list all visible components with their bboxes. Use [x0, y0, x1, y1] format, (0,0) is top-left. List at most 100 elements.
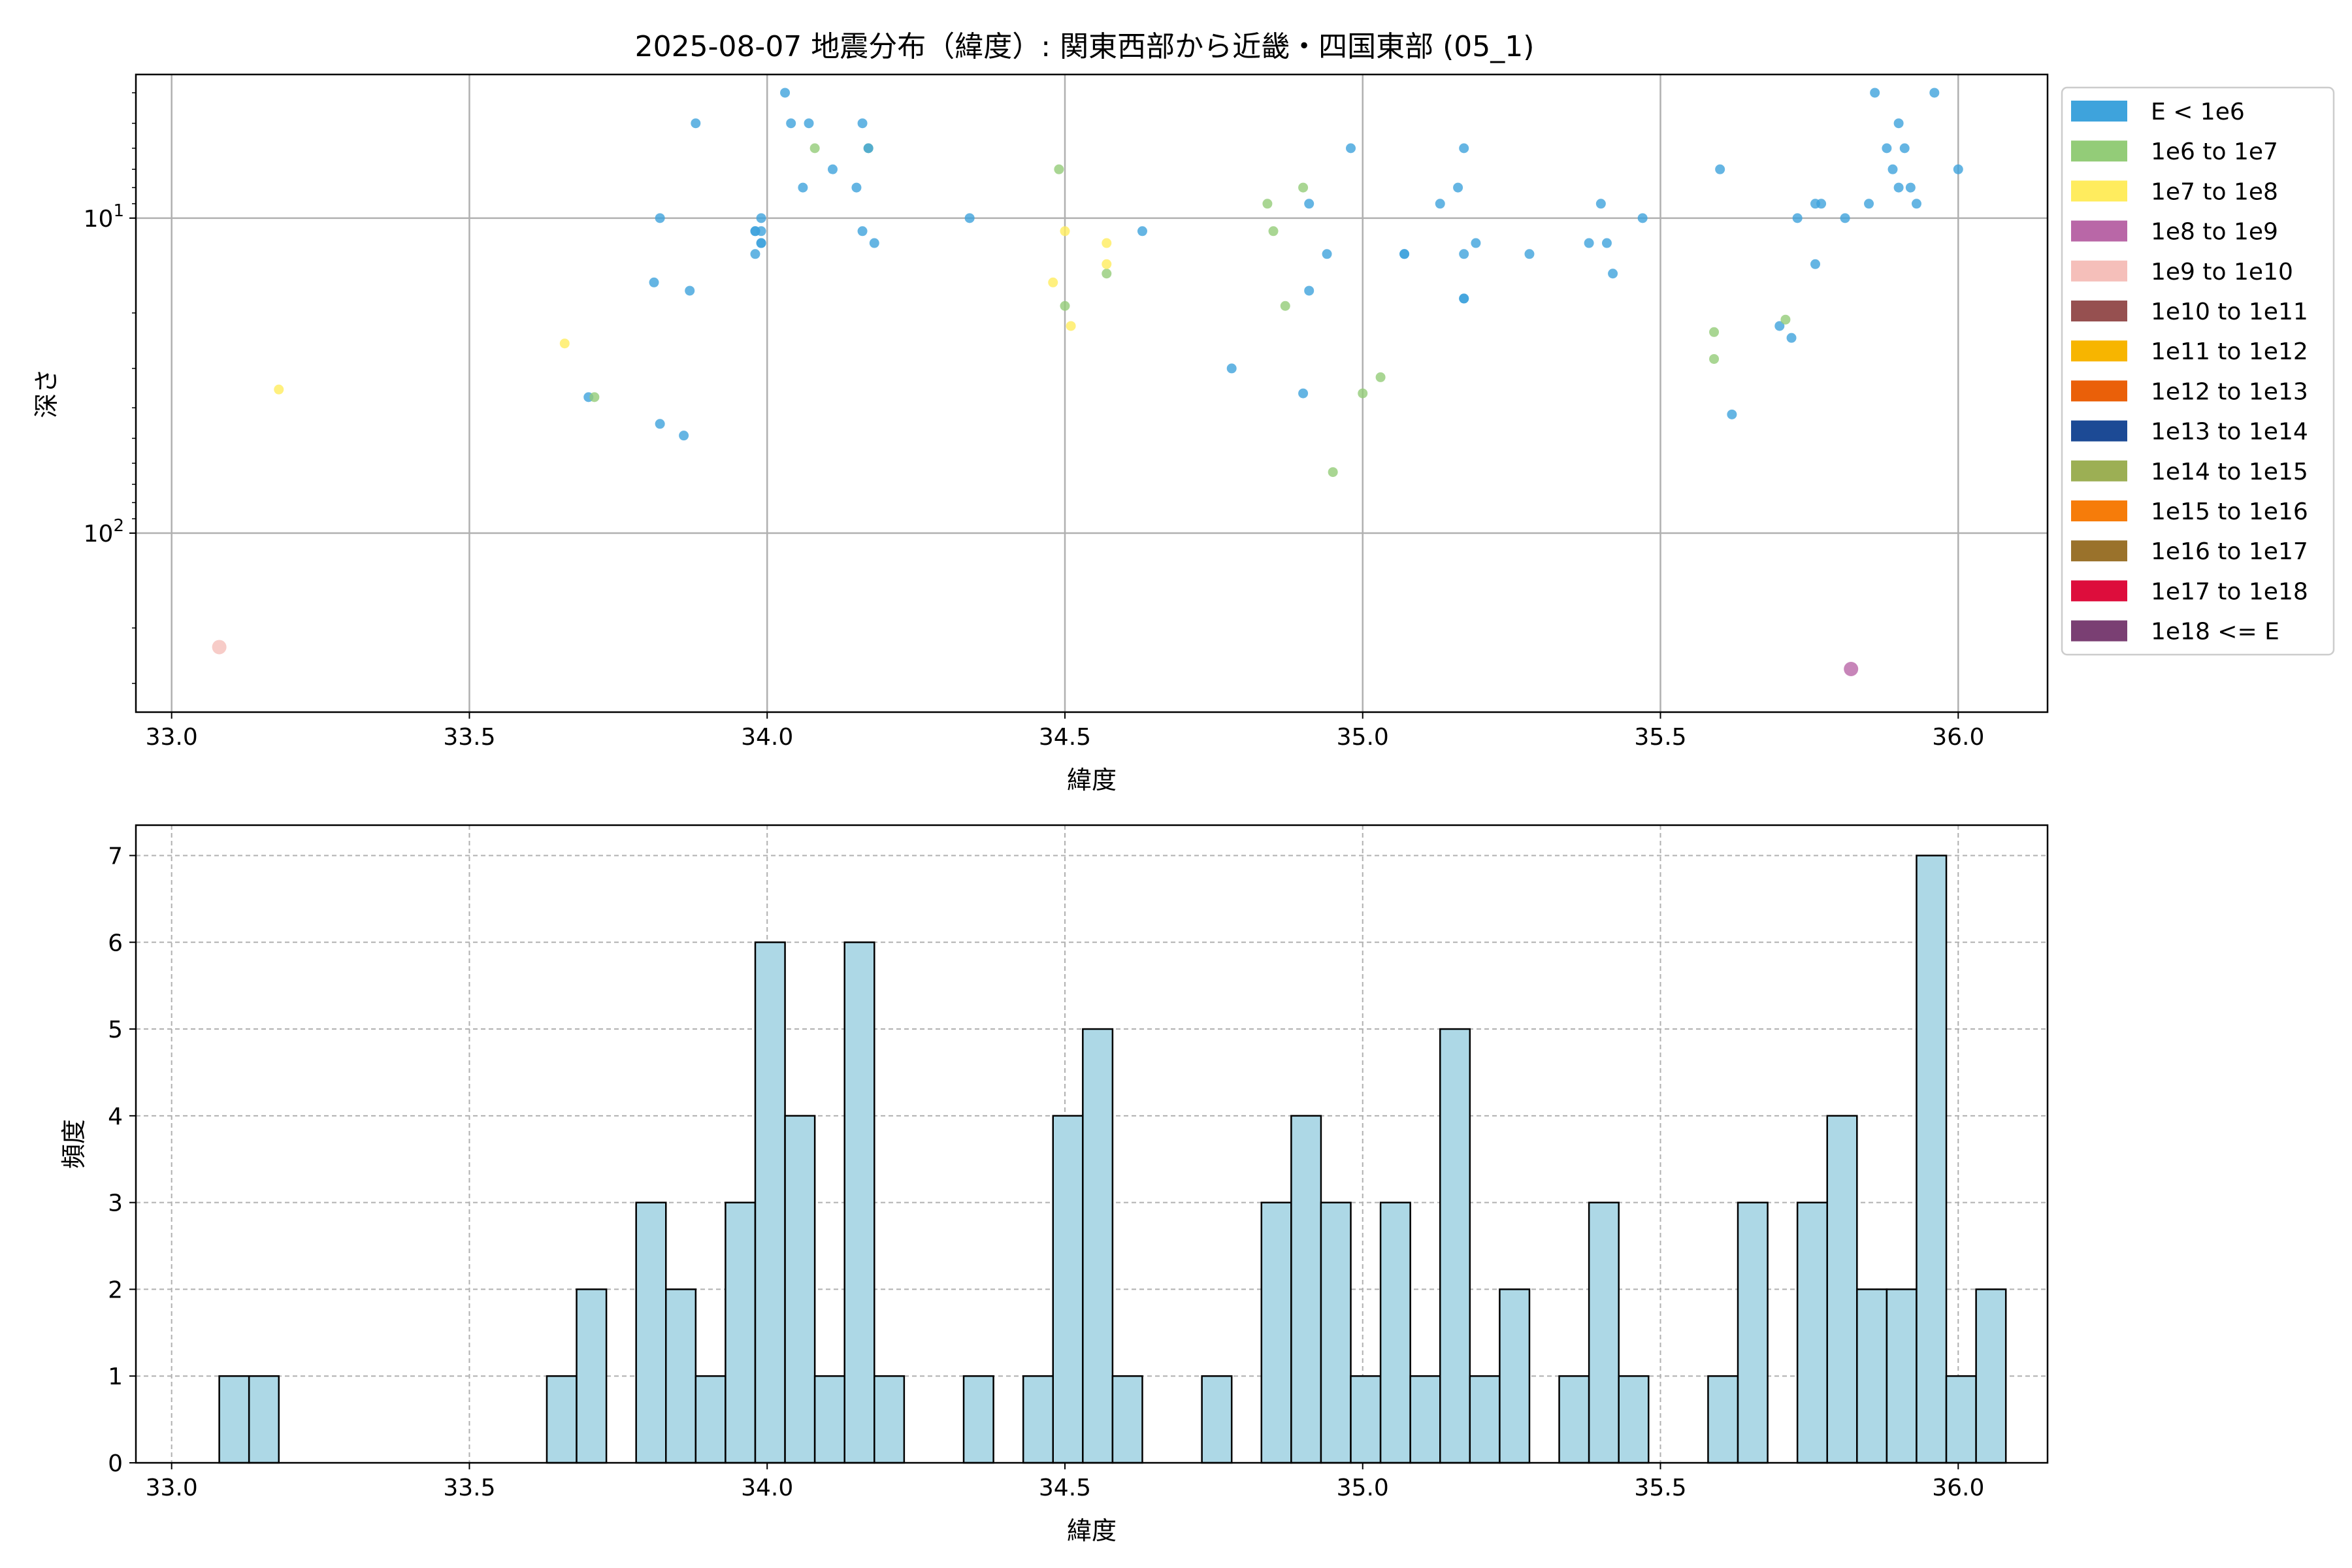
- scatter-point: [1102, 269, 1112, 279]
- scatter-point: [756, 213, 766, 223]
- histogram-y-tick-label: 3: [108, 1190, 123, 1217]
- histogram-x-tick-label: 35.5: [1634, 1475, 1686, 1501]
- legend-label: 1e12 to 1e13: [2151, 378, 2308, 405]
- scatter-point: [655, 213, 665, 223]
- histogram-bar: [694, 1375, 727, 1464]
- histogram-bar: [1796, 1201, 1828, 1464]
- scatter-x-tick-label: 35.5: [1634, 724, 1686, 751]
- legend-swatch: [2071, 301, 2127, 321]
- scatter-point: [1929, 88, 1940, 98]
- scatter-point: [649, 277, 659, 287]
- histogram-plot-frame: [135, 824, 2049, 1464]
- scatter-point: [691, 118, 701, 129]
- scatter-point: [1298, 182, 1309, 193]
- scatter-y-axis-label: 深さ: [32, 368, 61, 418]
- legend-swatch: [2071, 180, 2127, 202]
- scatter-point: [1102, 259, 1112, 269]
- scatter-point: [1727, 409, 1737, 419]
- legend-swatch: [2071, 101, 2127, 122]
- legend-swatch: [2071, 540, 2127, 562]
- scatter-point: [857, 226, 868, 237]
- histogram-bar: [1201, 1375, 1233, 1464]
- legend-swatch: [2071, 380, 2127, 402]
- scatter-point: [1322, 249, 1332, 259]
- scatter-points: [212, 88, 1963, 677]
- histogram-bar: [1975, 1288, 2007, 1464]
- scatter-point: [1715, 164, 1725, 174]
- scatter-point: [1375, 372, 1386, 382]
- histogram-y-tick-label: 2: [108, 1277, 123, 1303]
- scatter-point: [589, 392, 600, 402]
- legend-label: 1e9 to 1e10: [2151, 259, 2293, 286]
- scatter-point: [685, 286, 695, 296]
- histogram-bar: [248, 1375, 280, 1464]
- histogram-bar: [1945, 1375, 1977, 1464]
- histogram-y-tick-label: 7: [108, 843, 123, 870]
- histogram-bar: [1826, 1115, 1858, 1464]
- figure-title: 2025-08-07 地震分布（緯度）: 関東西部から近畿・四国東部 (05_1…: [635, 30, 1535, 63]
- scatter-point: [1780, 314, 1791, 325]
- scatter-point: [1471, 238, 1481, 248]
- scatter-point: [780, 88, 791, 98]
- scatter-point: [1774, 321, 1785, 331]
- scatter-point: [1304, 286, 1315, 296]
- scatter-point: [786, 118, 796, 129]
- scatter-point: [1399, 249, 1410, 259]
- legend-swatch: [2071, 340, 2127, 362]
- histogram-x-tick-label: 34.5: [1039, 1475, 1091, 1501]
- scatter-point: [1524, 249, 1535, 259]
- legend: E < 1e6 1e6 to 1e7 1e7 to 1e8 1e8 to 1e9 1e9…: [2061, 86, 2335, 656]
- histogram-bar: [754, 941, 786, 1464]
- scatter-point: [863, 143, 874, 154]
- histogram-bar: [1320, 1201, 1352, 1464]
- histogram-bars: [218, 855, 2007, 1464]
- histogram-bar: [1886, 1288, 1918, 1464]
- scatter-point: [851, 182, 862, 193]
- scatter-point: [1304, 199, 1315, 209]
- scatter-point: [827, 164, 838, 174]
- histogram-x-tick-label: 33.5: [443, 1475, 495, 1501]
- legend-swatch: [2071, 140, 2127, 162]
- scatter-point: [1810, 259, 1821, 269]
- legend-label: 1e10 to 1e11: [2151, 299, 2308, 325]
- legend-swatch: [2071, 580, 2127, 602]
- scatter-point: [1048, 277, 1058, 287]
- scatter-x-tick-label: 33.5: [443, 724, 495, 751]
- histogram-y-tick-label: 5: [108, 1017, 123, 1043]
- scatter-point: [1453, 182, 1463, 193]
- scatter-gridlines: [136, 74, 2048, 712]
- scatter-point: [655, 419, 665, 429]
- scatter-point: [1459, 293, 1469, 304]
- histogram-bar: [1558, 1375, 1590, 1464]
- histogram-bar: [635, 1201, 667, 1464]
- legend-swatch: [2071, 220, 2127, 242]
- histogram-bar: [218, 1375, 250, 1464]
- scatter-point: [1844, 662, 1859, 677]
- histogram-bar: [843, 941, 875, 1464]
- scatter-point: [1709, 327, 1720, 337]
- scatter-point: [1786, 333, 1797, 343]
- histogram-y-tick-label: 6: [108, 930, 123, 956]
- scatter-point: [1137, 226, 1147, 237]
- scatter-point: [1816, 199, 1827, 209]
- scatter-x-tick-label: 36.0: [1932, 724, 1984, 751]
- scatter-point: [1060, 301, 1070, 311]
- scatter-y-tick-label: 102: [84, 516, 124, 547]
- histogram-bar: [546, 1375, 578, 1464]
- histogram-y-tick-label: 4: [108, 1103, 123, 1130]
- scatter-y-tick-exponent: 2: [113, 516, 124, 536]
- scatter-x-ticks: 33.0 33.5 34.0 34.5 35.0 35.5 36.0: [146, 712, 1984, 751]
- scatter-point: [1882, 143, 1892, 154]
- histogram-bar: [725, 1201, 757, 1464]
- scatter-point: [212, 640, 227, 655]
- histogram-panel: 33.0 33.5 34.0 34.5 35.0 35.5 36.0 0 1 2 3 4 5 6 7 緯度…: [59, 824, 2049, 1545]
- scatter-point: [798, 182, 808, 193]
- scatter-point: [756, 238, 766, 248]
- scatter-point: [1346, 143, 1356, 154]
- scatter-point: [1893, 118, 1904, 129]
- scatter-point: [1953, 164, 1963, 174]
- scatter-point: [1637, 213, 1648, 223]
